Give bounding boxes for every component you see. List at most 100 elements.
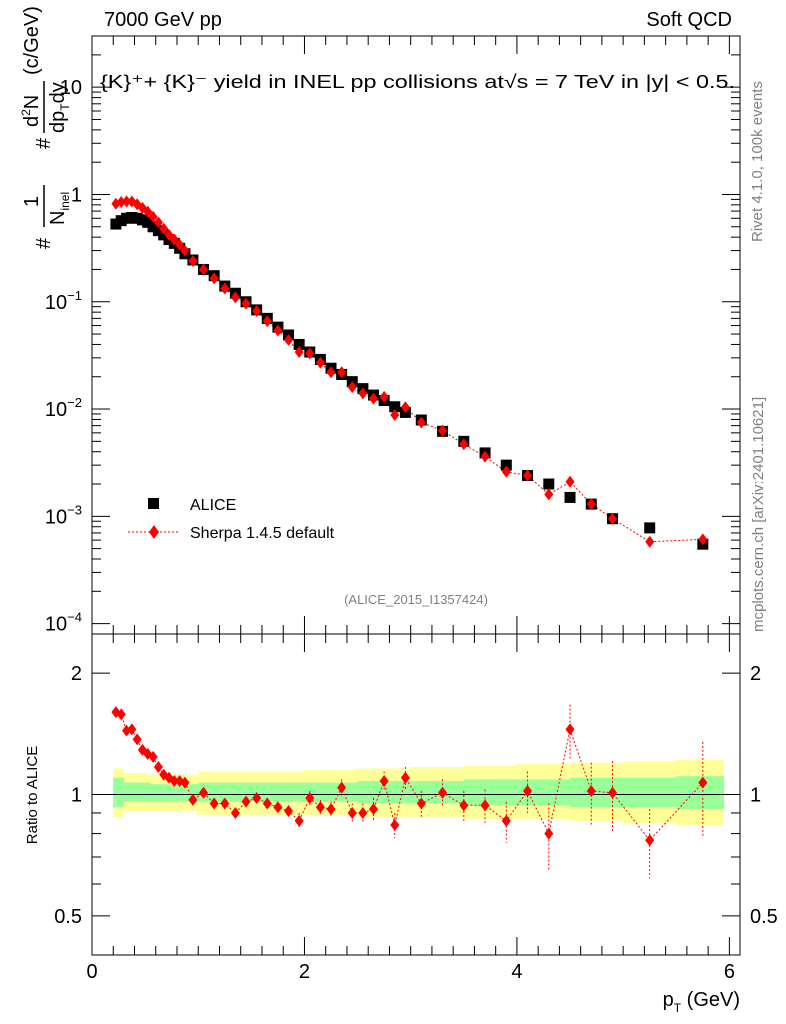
sherpa-point	[565, 475, 575, 488]
ratio-point	[252, 792, 262, 805]
ratio-point	[180, 776, 190, 789]
ratio-point	[209, 797, 219, 810]
ratio-point	[122, 724, 132, 737]
ratio-y-tick-label-right: 1	[750, 785, 761, 807]
sherpa-point	[273, 324, 283, 337]
top-y-tick-label: 10−4	[45, 610, 82, 636]
ratio-y-tick-label-right: 2	[750, 663, 761, 685]
header-category-label: Soft QCD	[646, 9, 732, 31]
sherpa-point	[337, 366, 347, 379]
top-points-layer	[110, 195, 709, 550]
mcplots-label: mcplots.cern.ch [arXiv:2401.10621]	[750, 397, 767, 632]
sherpa-point	[544, 488, 554, 501]
x-tick-label: 0	[86, 961, 97, 983]
ratio-point	[315, 801, 325, 814]
sherpa-point	[180, 244, 190, 257]
ylabel-units: (c/GeV)	[21, 6, 43, 75]
sherpa-point	[209, 272, 219, 285]
ratio-point	[586, 785, 596, 798]
x-tick-label: 2	[299, 961, 310, 983]
ratio-point	[358, 806, 368, 819]
ratio-point	[501, 814, 511, 827]
ratio-point	[400, 771, 410, 784]
top-panel: 10−4 10−3 10−2 10−1 1 10 {K}⁺+ {K}⁻ yield in …	[19, 6, 741, 636]
alice-point	[564, 491, 576, 503]
ratio-point	[169, 775, 179, 788]
ratio-point	[262, 797, 272, 810]
alice-point	[500, 459, 512, 471]
top-y-tick-label: 10−1	[45, 288, 82, 314]
analysis-id: (ALICE_2015_I1357424)	[344, 592, 488, 607]
ylabel-one: 1	[21, 196, 43, 207]
alice-point	[389, 401, 401, 413]
sherpa-point	[148, 210, 158, 223]
sherpa-point	[501, 465, 511, 478]
top-axis-ticks	[91, 35, 740, 634]
ratio-point	[127, 723, 137, 736]
ratio-point	[241, 795, 251, 808]
ratio-point	[337, 781, 347, 794]
x-axis-label: pT (GeV)	[663, 989, 740, 1015]
sherpa-point	[199, 263, 209, 276]
sherpa-point	[252, 304, 262, 317]
sherpa-point	[416, 416, 426, 429]
ratio-axis-ticks	[91, 634, 740, 956]
sherpa-point	[122, 195, 132, 208]
ylabel-hash-2: #	[33, 137, 55, 149]
legend-sherpa-label: Sherpa 1.4.5 default	[190, 525, 335, 542]
ratio-point	[347, 806, 357, 819]
ratio-point	[565, 723, 575, 736]
ylabel-ninel: Ninel	[47, 192, 72, 225]
sherpa-point	[698, 533, 708, 546]
header-energy-label: 7000 GeV pp	[104, 9, 222, 31]
x-tick-labels: 0 2 4 6	[86, 961, 735, 983]
ratio-point	[273, 801, 283, 814]
sherpa-point	[390, 408, 400, 421]
rivet-version-label: Rivet 4.1.0, 100k events	[749, 81, 766, 242]
sherpa-point	[241, 297, 251, 310]
ratio-y-tick-label-left: 2	[71, 663, 82, 685]
sherpa-point	[459, 438, 469, 451]
ratio-point	[369, 803, 379, 816]
sherpa-point	[480, 450, 490, 463]
x-tick-label: 4	[511, 961, 522, 983]
sherpa-point	[169, 233, 179, 246]
ratio-point	[608, 786, 618, 799]
alice-point	[543, 478, 555, 490]
ratio-y-tick-label-left: 0.5	[54, 906, 82, 928]
sherpa-point	[400, 401, 410, 414]
legend-sherpa-marker	[149, 525, 159, 539]
top-y-tick-label: 10−3	[45, 502, 82, 528]
ratio-panel: 0.5 0.5 1 1 2 2 0 2 4 6 Ratio to ALICE pT (GeV)	[24, 633, 778, 1015]
sherpa-point	[608, 512, 618, 525]
plot-title: {K}⁺+ {K}⁻ yield in INEL pp collisions a…	[100, 71, 735, 92]
top-y-tick-labels: 10−4 10−3 10−2 10−1 1 10	[45, 77, 82, 635]
top-y-tick-label: 10	[60, 77, 82, 99]
ratio-point	[480, 799, 490, 812]
ratio-point	[379, 775, 389, 788]
ratio-y-tick-label-right: 0.5	[750, 906, 778, 928]
top-y-tick-label: 10−2	[45, 395, 82, 421]
sherpa-point	[284, 334, 294, 347]
sherpa-point	[153, 216, 163, 229]
top-y-axis-label: (c/GeV) d2N dpTdy 1 Ninel # #	[19, 6, 72, 249]
ratio-y-tick-labels: 0.5 0.5 1 1 2 2	[54, 663, 778, 928]
ratio-points-layer	[111, 704, 708, 879]
ratio-point	[148, 750, 158, 763]
ratio-point	[220, 797, 230, 810]
alice-point	[293, 338, 305, 350]
ratio-point	[132, 733, 142, 746]
sherpa-point	[379, 390, 389, 403]
ratio-point	[326, 803, 336, 816]
x-tick-label: 6	[724, 961, 735, 983]
sherpa-series-line	[115, 201, 703, 543]
ylabel-d2n: d2N	[19, 95, 43, 127]
ratio-point	[645, 834, 655, 847]
ratio-point	[438, 786, 448, 799]
top-panel-frame	[91, 35, 741, 635]
legend-alice-label: ALICE	[190, 497, 236, 514]
ratio-point	[544, 827, 554, 840]
sherpa-point	[347, 381, 357, 394]
sherpa-point	[230, 291, 240, 304]
